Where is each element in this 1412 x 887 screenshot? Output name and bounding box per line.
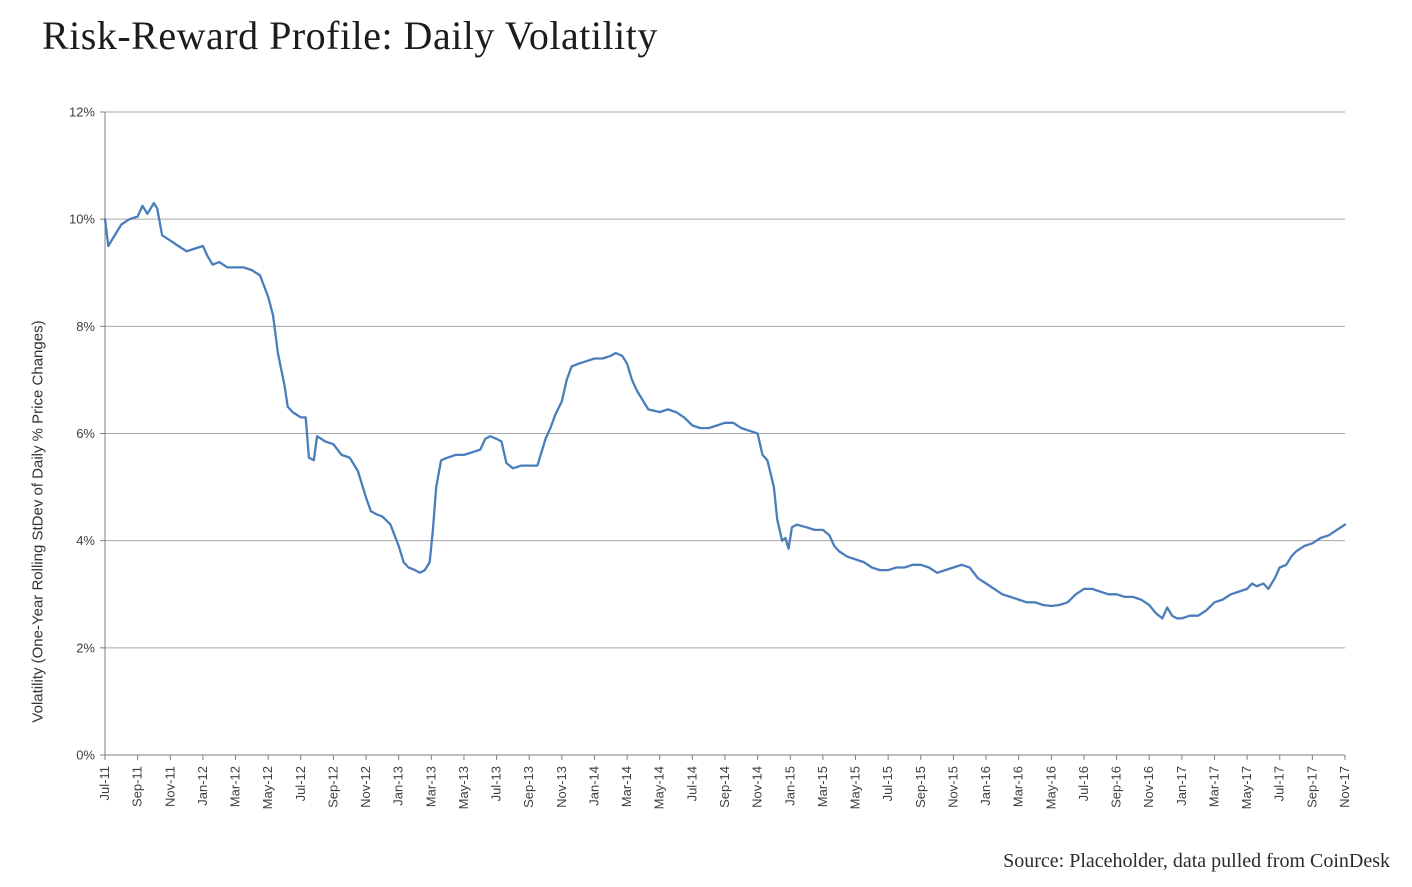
x-tick-label: Nov-17 [1337, 766, 1352, 808]
x-tick-label: Jan-14 [586, 766, 601, 806]
y-tick-label: 12% [69, 105, 95, 120]
x-tick-label: Mar-13 [423, 766, 438, 807]
x-tick-label: Jan-15 [782, 766, 797, 806]
x-tick-label: Sep-16 [1109, 766, 1124, 808]
y-tick-label: 2% [76, 640, 95, 655]
x-tick-label: Nov-15 [945, 766, 960, 808]
y-tick-label: 10% [69, 212, 95, 227]
x-tick-label: Jan-13 [391, 766, 406, 806]
x-tick-label: Sep-15 [913, 766, 928, 808]
source-note: Source: Placeholder, data pulled from Co… [1003, 850, 1390, 872]
y-tick-label: 8% [76, 319, 95, 334]
volatility-chart: Volatility (One-Year Rolling StDev of Da… [20, 88, 1400, 848]
x-tick-label: Jul-11 [97, 766, 112, 800]
x-tick-label: Jul-14 [684, 766, 699, 801]
x-tick-label: Mar-17 [1206, 766, 1221, 807]
x-tick-label: Nov-16 [1141, 766, 1156, 808]
x-tick-label: Jan-17 [1174, 766, 1189, 806]
x-tick-label: Mar-12 [228, 766, 243, 807]
x-axis-labels: Jul-11 Sep-11 Nov-11 Jan-12 Mar-12 May-12 Jul-… [97, 766, 1352, 809]
x-tick-label: May-16 [1043, 766, 1058, 809]
x-tick-label: Mar-14 [619, 766, 634, 807]
x-tick-label: Jul-13 [489, 766, 504, 801]
x-tick-label: May-12 [260, 766, 275, 809]
page-title: Risk-Reward Profile: Daily Volatility [42, 13, 658, 58]
y-axis-labels: 0% 2% 4% 6% 8% 10% 12% [69, 105, 95, 763]
x-tick-label: Sep-14 [717, 766, 732, 808]
x-tick-label: May-17 [1239, 766, 1254, 809]
x-tick-label: Nov-12 [358, 766, 373, 808]
x-tick-label: Sep-12 [325, 766, 340, 808]
x-tick-label: Jan-16 [978, 766, 993, 806]
x-tick-label: Sep-17 [1304, 766, 1319, 808]
x-tick-label: Nov-13 [554, 766, 569, 808]
y-tick-label: 6% [76, 426, 95, 441]
x-tick-label: Jan-12 [195, 766, 210, 806]
x-tick-label: Jul-17 [1272, 766, 1287, 801]
x-tick-label: Jul-15 [880, 766, 895, 801]
x-tick-label: Nov-14 [750, 766, 765, 808]
x-tick-label: Jul-12 [293, 766, 308, 801]
x-tick-label: Sep-11 [130, 766, 145, 807]
y-tick-label: 0% [76, 748, 95, 763]
volatility-line [103, 201, 1347, 620]
y-axis-title: Volatility (One-Year Rolling StDev of Da… [29, 320, 47, 723]
chart-plot-area: 0% 2% 4% 6% 8% 10% 12% Jul-11 Sep-11 Nov-11 Jan-12… [69, 105, 1352, 810]
y-tick-label: 4% [76, 533, 95, 548]
gridlines [100, 111, 1346, 760]
x-tick-label: May-15 [848, 766, 863, 809]
x-tick-label: Mar-16 [1011, 766, 1026, 807]
x-tick-label: May-13 [456, 766, 471, 809]
x-tick-label: May-14 [652, 766, 667, 809]
x-tick-label: Sep-13 [521, 766, 536, 808]
x-tick-label: Jul-16 [1076, 766, 1091, 801]
x-tick-label: Mar-15 [815, 766, 830, 807]
x-tick-label: Nov-11 [162, 766, 177, 807]
